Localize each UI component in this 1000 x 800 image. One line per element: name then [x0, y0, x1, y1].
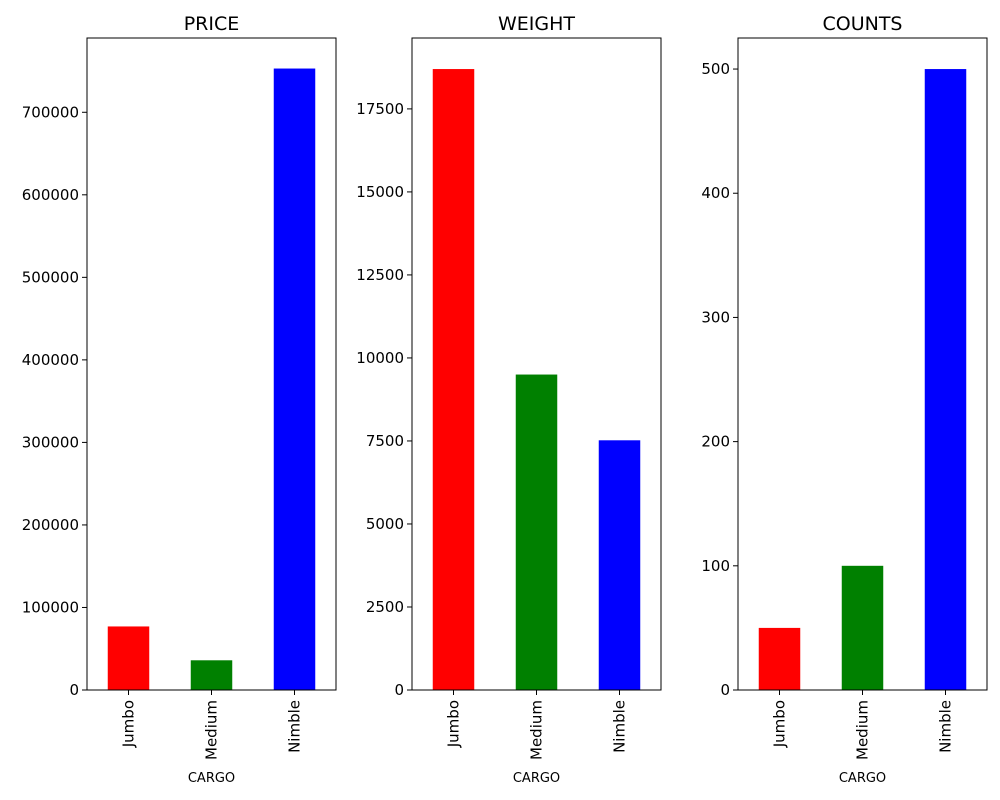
- bar-jumbo: [432, 69, 475, 691]
- x-tick-label-medium: Medium: [203, 700, 221, 760]
- chart-title: WEIGHT: [498, 13, 575, 35]
- y-tick-label: 300: [701, 308, 730, 326]
- x-tick-label-nimble: Nimble: [937, 700, 955, 753]
- x-tick-label-nimble: Nimble: [286, 700, 304, 753]
- y-tick-label: 700000: [22, 103, 79, 121]
- y-tick-label: 15000: [356, 183, 404, 201]
- y-tick-label: 17500: [356, 100, 404, 118]
- x-tick-label-nimble: Nimble: [611, 700, 629, 753]
- x-axis-label: CARGO: [839, 771, 886, 786]
- y-tick-label: 200000: [22, 516, 79, 534]
- bar-jumbo: [758, 627, 801, 690]
- x-axis-label: CARGO: [513, 771, 560, 786]
- bar-nimble: [924, 69, 967, 691]
- y-tick-label: 5000: [366, 515, 404, 533]
- y-tick-label: 500000: [22, 268, 79, 286]
- y-tick-label: 400000: [22, 351, 79, 369]
- x-tick-label-jumbo: Jumbo: [771, 700, 789, 748]
- y-tick-label: 0: [394, 681, 404, 699]
- x-tick-label-medium: Medium: [854, 700, 872, 760]
- chart-panel-weight: WEIGHT 0 2500 5000 7500 10000 12500 15000 17500 J…: [356, 13, 662, 786]
- y-tick-label: 300000: [22, 433, 79, 451]
- y-tick-label: 100: [701, 557, 730, 575]
- y-tick-label: 400: [701, 184, 730, 202]
- x-tick-label-jumbo: Jumbo: [120, 700, 138, 748]
- chart-panel-price: PRICE 0 100000 200000 300000 400000 500000 6000…: [22, 13, 337, 786]
- y-tick-label: 2500: [366, 598, 404, 616]
- bar-nimble: [273, 68, 316, 691]
- bar-jumbo: [107, 626, 150, 690]
- y-tick-label: 600000: [22, 186, 79, 204]
- bar-medium: [190, 660, 233, 690]
- bar-nimble: [598, 440, 641, 690]
- bar-medium: [515, 374, 558, 690]
- x-tick-label-jumbo: Jumbo: [445, 700, 463, 748]
- chart-panel-counts: COUNTS 0 100 200 300 400 500 Jumbo Medium Nimble C…: [701, 13, 988, 786]
- y-tick-label: 10000: [356, 349, 404, 367]
- bar-medium: [841, 565, 884, 690]
- y-tick-label: 0: [720, 681, 730, 699]
- y-tick-label: 7500: [366, 432, 404, 450]
- chart-panels: PRICE01000002000003000004000005000006000…: [22, 13, 988, 786]
- x-tick-label-medium: Medium: [528, 700, 546, 760]
- chart-title: COUNTS: [822, 13, 902, 35]
- y-tick-label: 0: [69, 681, 79, 699]
- y-tick-label: 200: [701, 433, 730, 451]
- x-axis-label: CARGO: [188, 771, 235, 786]
- y-tick-label: 12500: [356, 266, 404, 284]
- chart-title: PRICE: [184, 13, 240, 35]
- y-tick-label: 500: [701, 60, 730, 78]
- y-tick-label: 100000: [22, 598, 79, 616]
